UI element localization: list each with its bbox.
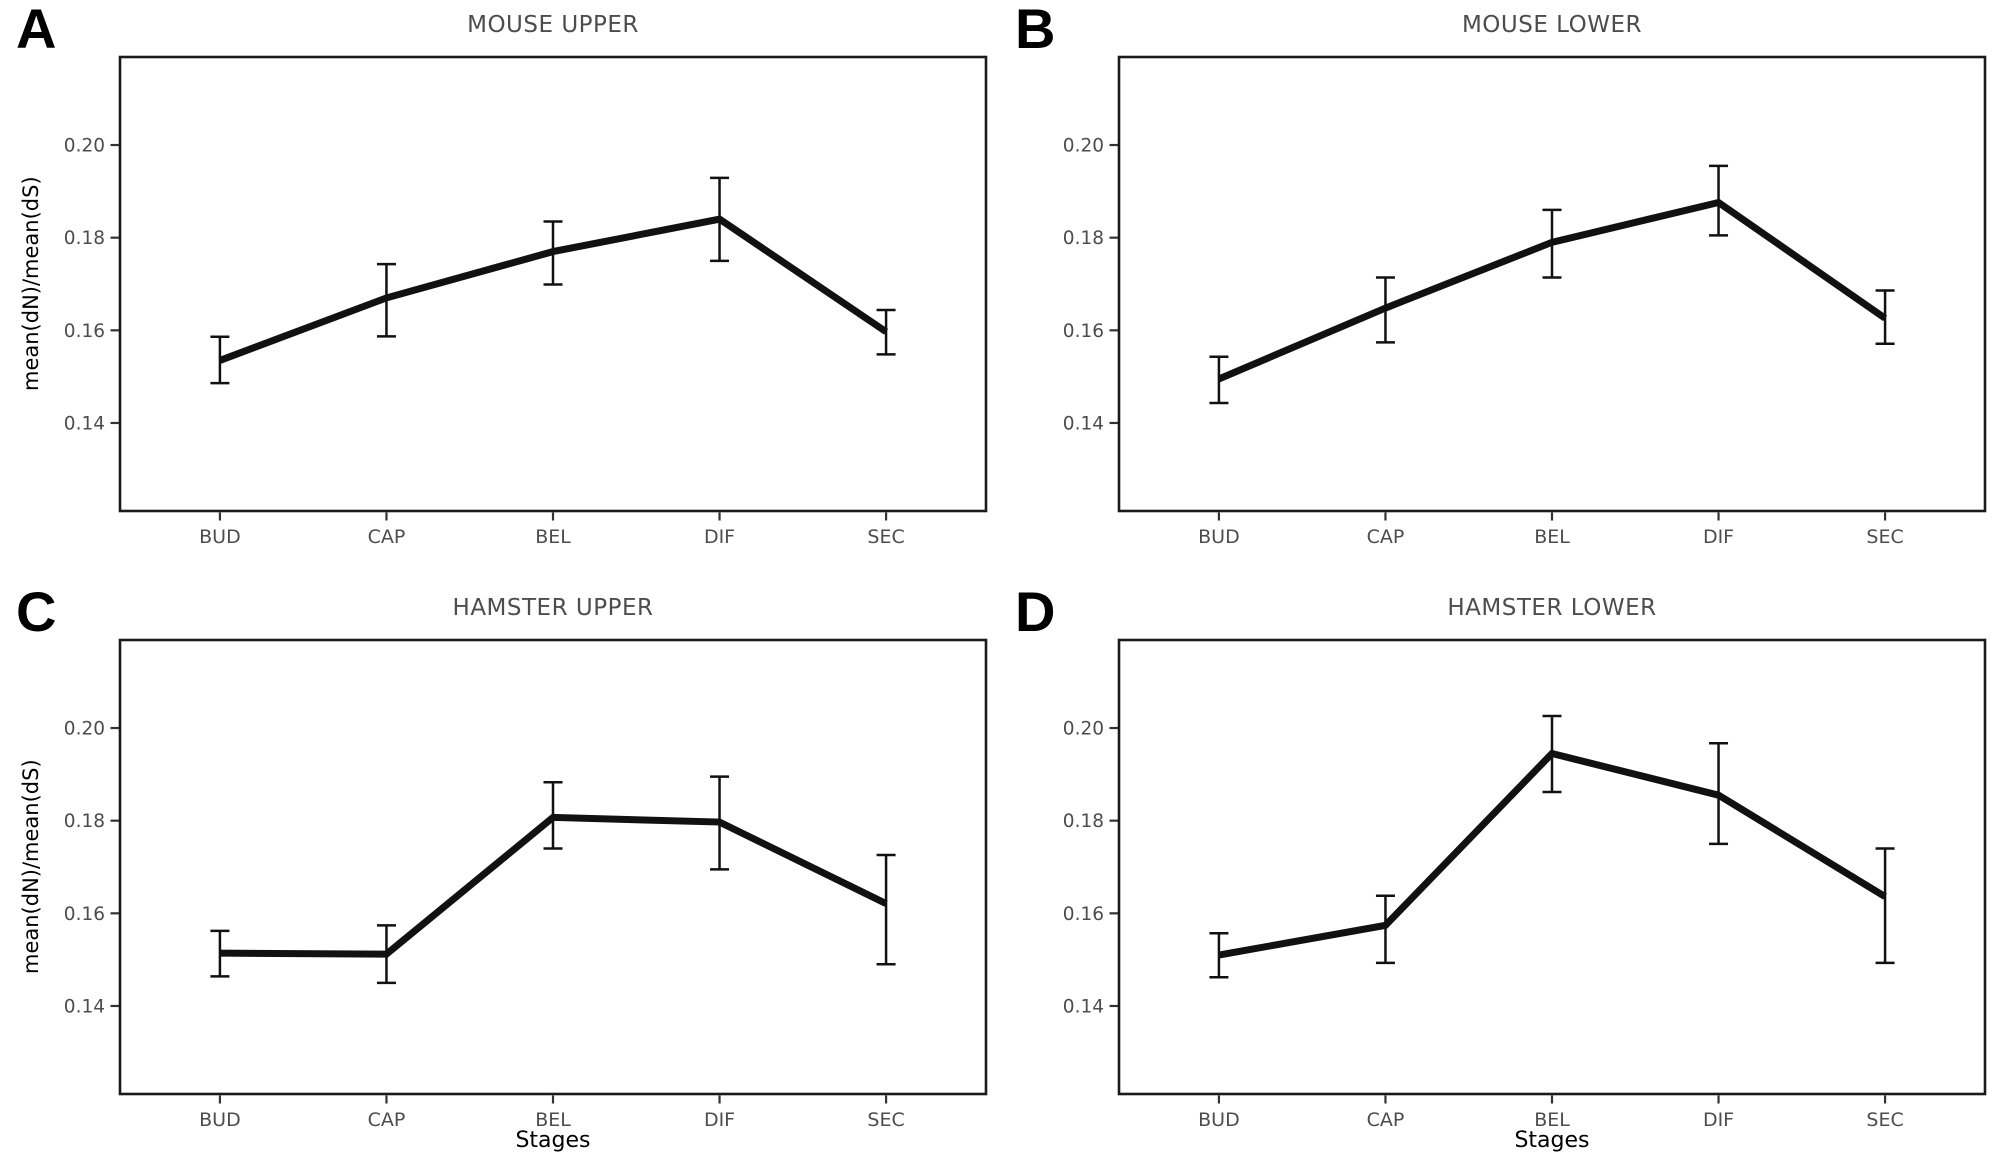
y-axis-title: mean(dN)/mean(dS) [19,759,43,975]
x-tick-label: DIF [704,1109,735,1131]
panel-letter-b: B [1015,0,1056,60]
data-line [1217,198,1888,383]
panel-border [1117,55,1987,513]
panel-title-mouse-upper: MOUSE UPPER [467,12,639,38]
x-tick-label: SEC [867,1109,904,1131]
x-tick-label: BEL [1534,526,1570,548]
x-tick-label: CAP [1367,1109,1405,1131]
x-tick-label: SEC [1866,526,1903,548]
plot-hamster-lower: 0.14 0.16 0.18 0.20 BUD CAP BEL DIF SEC [1063,638,1987,1131]
x-axis-title-stages: Stages [1514,1128,1590,1153]
panel-border [1117,638,1987,1096]
y-tick-label: 0.16 [64,321,105,342]
panel-hamster-upper: 0.14 0.16 0.18 0.20 BUD CAP BEL DIF SEC C HAMSTE… [0,580,999,1165]
x-tick-label: BEL [535,1109,571,1131]
plot-mouse-lower: 0.14 0.16 0.18 0.20 BUD CAP BEL DIF SEC [1063,55,1987,548]
data-line [219,813,888,958]
x-tick-label: BEL [535,526,571,548]
x-tick-label: CAP [1367,526,1405,548]
y-tick-label: 0.20 [64,719,105,740]
y-axis-title: mean(dN)/mean(dS) [19,176,43,392]
y-tick-label: 0.14 [1063,996,1104,1017]
panel-letter-d: D [1015,580,1056,643]
y-tick-label: 0.16 [1063,321,1104,342]
y-tick-label: 0.16 [1063,904,1104,925]
x-tick-label: BEL [1534,1109,1570,1131]
y-tick-label: 0.20 [1063,136,1104,157]
panel-border [118,55,988,513]
y-tick-label: 0.14 [1063,413,1104,434]
x-tick-label: BUD [1198,1109,1240,1131]
data-line [218,215,889,364]
x-tick-label: CAP [368,1109,406,1131]
plot-mouse-upper: 0.14 0.16 0.18 0.20 BUD CAP BEL DIF SEC [64,55,988,548]
x-tick-label: CAP [368,526,406,548]
y-tick-label: 0.18 [1063,811,1104,832]
panel-mouse-upper: 0.14 0.16 0.18 0.20 BUD CAP BEL DIF SEC A MOUSE … [0,0,999,582]
panel-hamster-lower: 0.14 0.16 0.18 0.20 BUD CAP BEL DIF SEC D HAMSTE… [999,580,1998,1165]
panel-letter-c: C [16,580,57,643]
y-tick-label: 0.14 [64,413,105,434]
panel-title-hamster-lower: HAMSTER LOWER [1447,595,1657,621]
y-tick-label: 0.18 [64,811,105,832]
x-tick-label: BUD [1198,526,1240,548]
x-tick-label: BUD [199,526,241,548]
y-tick-label: 0.20 [64,136,105,157]
plot-hamster-upper: 0.14 0.16 0.18 0.20 BUD CAP BEL DIF SEC [64,638,988,1131]
y-tick-label: 0.14 [64,996,105,1017]
x-tick-label: BUD [199,1109,241,1131]
panel-letter-a: A [16,0,57,60]
y-tick-label: 0.16 [64,904,105,925]
panel-title-hamster-upper: HAMSTER UPPER [452,595,654,621]
panel-mouse-lower: 0.14 0.16 0.18 0.20 BUD CAP BEL DIF SEC B MOUSE … [999,0,1998,582]
x-tick-label: SEC [1866,1109,1903,1131]
x-tick-label: SEC [867,526,904,548]
panel-title-mouse-lower: MOUSE LOWER [1461,12,1643,38]
y-tick-label: 0.18 [64,228,105,249]
y-tick-label: 0.18 [1063,228,1104,249]
x-tick-label: DIF [1703,1109,1734,1131]
x-tick-label: DIF [1703,526,1734,548]
panel-border [118,638,988,1096]
y-tick-label: 0.20 [1063,719,1104,740]
x-axis-title-stages: Stages [515,1128,591,1153]
x-tick-label: DIF [704,526,735,548]
data-line [1218,749,1887,959]
